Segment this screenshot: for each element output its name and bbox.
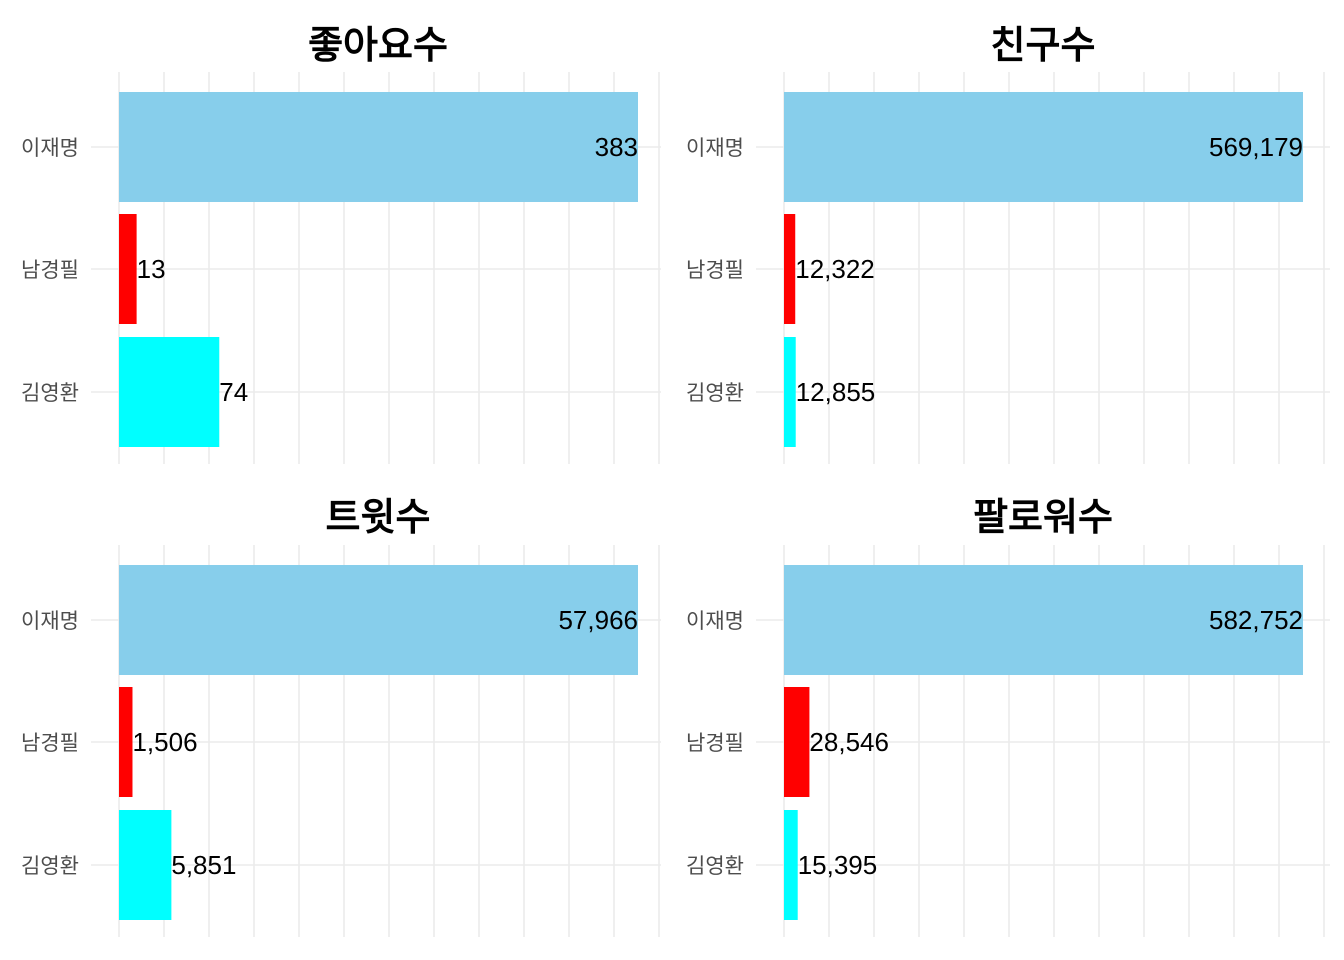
value-label: 383: [595, 132, 638, 162]
category-label: 남경필: [686, 258, 744, 282]
bar: [784, 92, 1303, 202]
value-label: 1,506: [132, 727, 197, 757]
category-label: 김영환: [21, 381, 79, 405]
bar: [119, 337, 220, 447]
bar: [784, 214, 796, 324]
bar: [119, 92, 638, 202]
bar: [784, 565, 1303, 675]
value-label: 582,752: [1209, 605, 1303, 635]
value-label: 12,855: [796, 377, 876, 407]
category-label: 이재명: [21, 609, 79, 633]
panel-title: 좋아요수: [308, 23, 448, 67]
value-label: 12,322: [795, 254, 875, 284]
bar: [784, 810, 798, 920]
category-label: 남경필: [21, 258, 79, 282]
panel-title: 트윗수: [326, 495, 431, 539]
value-label: 5,851: [171, 850, 236, 880]
value-label: 28,546: [809, 727, 889, 757]
value-label: 74: [219, 377, 248, 407]
category-label: 이재명: [686, 136, 744, 160]
value-label: 15,395: [798, 850, 878, 880]
value-label: 13: [137, 254, 166, 284]
bar: [119, 565, 638, 675]
bar: [119, 810, 172, 920]
category-label: 김영환: [686, 854, 744, 878]
category-label: 남경필: [686, 731, 744, 755]
category-label: 김영환: [686, 381, 744, 405]
bar: [784, 687, 810, 797]
category-label: 김영환: [21, 854, 79, 878]
bar: [119, 214, 137, 324]
value-label: 569,179: [1209, 132, 1303, 162]
value-label: 57,966: [558, 605, 638, 635]
panel-title: 친구수: [991, 23, 1096, 67]
bar: [784, 337, 796, 447]
category-label: 이재명: [686, 609, 744, 633]
bar: [119, 687, 133, 797]
category-label: 남경필: [21, 731, 79, 755]
category-label: 이재명: [21, 136, 79, 160]
panel-title: 팔로워수: [973, 495, 1113, 539]
